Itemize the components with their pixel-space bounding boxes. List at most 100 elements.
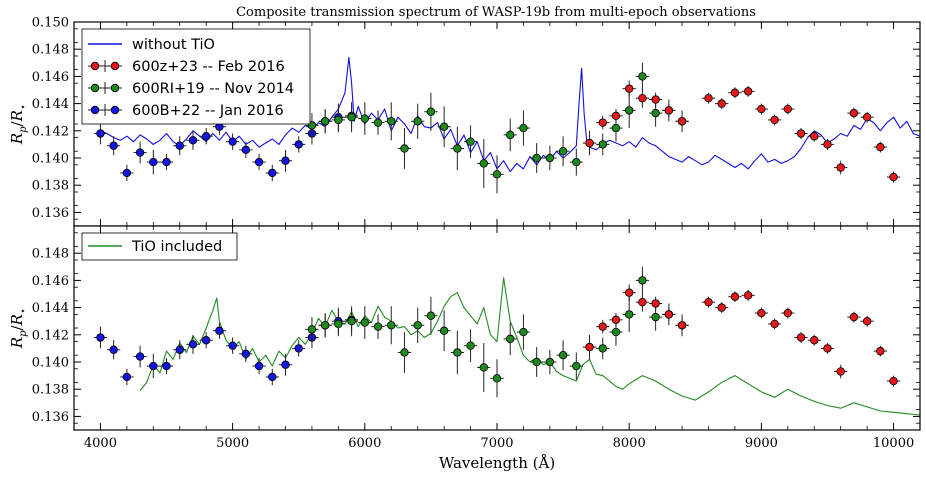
- data-point: [651, 299, 660, 308]
- data-point: [175, 345, 184, 354]
- data-point: [347, 112, 356, 122]
- data-point: [281, 156, 290, 165]
- data-point: [585, 138, 594, 148]
- data-point: [149, 157, 158, 167]
- legend-600b-marker-right: [110, 105, 120, 115]
- data-point: [743, 291, 753, 300]
- top-y-tick-label: 0.146: [32, 70, 69, 85]
- data-point: [876, 346, 885, 356]
- data-point: [598, 118, 607, 127]
- data-point: [149, 361, 158, 371]
- data-point: [307, 325, 317, 334]
- data-point: [532, 357, 541, 367]
- data-point: [268, 168, 277, 178]
- top-legend-box: [81, 28, 311, 125]
- x-axis-label: Wavelength (Å): [439, 454, 555, 472]
- data-point: [453, 348, 462, 357]
- data-point: [783, 104, 793, 114]
- data-point: [387, 321, 396, 330]
- data-point: [677, 321, 687, 330]
- bottom-y-tick-label: 0.148: [32, 247, 69, 262]
- y-axis-label-bottom: Rp/R⋆: [8, 308, 29, 349]
- data-point: [783, 308, 793, 318]
- data-point: [849, 108, 859, 118]
- data-point: [387, 117, 396, 126]
- data-point: [373, 322, 383, 331]
- data-point: [162, 361, 171, 371]
- bottom-y-tick-label: 0.138: [32, 383, 69, 398]
- data-point: [545, 357, 555, 367]
- legend-600z-label: 600z+23 -- Feb 2016: [132, 59, 285, 75]
- data-point: [730, 88, 740, 97]
- data-point: [624, 106, 634, 115]
- data-point: [677, 117, 687, 126]
- data-point: [862, 112, 872, 122]
- legend-600ri-label: 600RI+19 -- Nov 2014: [132, 81, 294, 97]
- data-point: [624, 288, 634, 297]
- data-point: [188, 340, 198, 349]
- data-point: [241, 145, 251, 155]
- top-y-tick-labels: 0.136 0.138 0.140 0.142 0.144 0.146 0.148 0.150: [32, 16, 69, 221]
- data-point: [810, 132, 819, 141]
- top-y-tick-label: 0.136: [32, 206, 69, 221]
- data-point: [466, 341, 475, 350]
- data-point: [519, 123, 528, 133]
- data-point: [624, 84, 634, 93]
- data-point: [770, 115, 779, 125]
- data-point: [836, 163, 845, 172]
- data-point: [96, 129, 105, 138]
- legend-600ri-marker-left: [90, 83, 100, 93]
- data-point: [122, 372, 132, 382]
- data-point: [228, 341, 237, 350]
- data-point: [215, 326, 224, 335]
- data-point: [268, 372, 277, 382]
- data-point: [664, 106, 674, 115]
- legend-600b-marker-left: [90, 105, 100, 115]
- data-point: [400, 348, 409, 357]
- data-point: [889, 376, 898, 386]
- data-point: [373, 118, 383, 127]
- data-point: [492, 170, 502, 179]
- data-point: [162, 157, 171, 167]
- data-point: [347, 317, 356, 326]
- data-point: [254, 361, 264, 371]
- top-y-tick-label: 0.142: [32, 124, 69, 139]
- data-point: [611, 111, 621, 121]
- x-tick-label: 7000: [480, 436, 513, 451]
- bottom-y-tick-label: 0.142: [32, 328, 69, 343]
- x-tick-label: 8000: [613, 436, 646, 451]
- data-point: [201, 336, 211, 345]
- x-tick-label: 4000: [84, 436, 117, 451]
- model-line-tio-included: [139, 277, 920, 416]
- data-point: [506, 334, 515, 344]
- data-point: [479, 159, 488, 168]
- data-point: [466, 137, 475, 146]
- data-point: [320, 321, 330, 330]
- data-point: [360, 318, 370, 327]
- legend-600b-label: 600B+22 -- Jan 2016: [132, 103, 284, 119]
- data-point: [638, 93, 647, 103]
- data-point: [558, 146, 568, 156]
- data-point: [810, 336, 819, 345]
- data-point: [598, 140, 607, 149]
- data-point: [294, 344, 303, 353]
- legend-600ri-marker-right: [110, 83, 120, 93]
- bottom-y-tick-labels: 0.136 0.138 0.140 0.142 0.144 0.146 0.148: [32, 247, 69, 425]
- data-point: [506, 130, 515, 140]
- data-point: [598, 322, 607, 331]
- data-point: [823, 140, 832, 149]
- top-y-tick-label: 0.138: [32, 179, 69, 194]
- chart-title: Composite transmission spectrum of WASP-…: [236, 5, 756, 20]
- data-point: [201, 132, 211, 141]
- data-point: [624, 310, 634, 319]
- bottom-legend: TiO included: [81, 232, 238, 261]
- data-point: [241, 349, 251, 359]
- bottom-y-tick-label: 0.144: [32, 301, 69, 316]
- top-y-tick-label: 0.140: [32, 152, 69, 167]
- top-series-0: [582, 80, 901, 183]
- data-point: [532, 153, 541, 163]
- data-point: [796, 333, 806, 342]
- data-point: [109, 345, 118, 354]
- data-point: [254, 157, 264, 167]
- data-point: [849, 312, 859, 322]
